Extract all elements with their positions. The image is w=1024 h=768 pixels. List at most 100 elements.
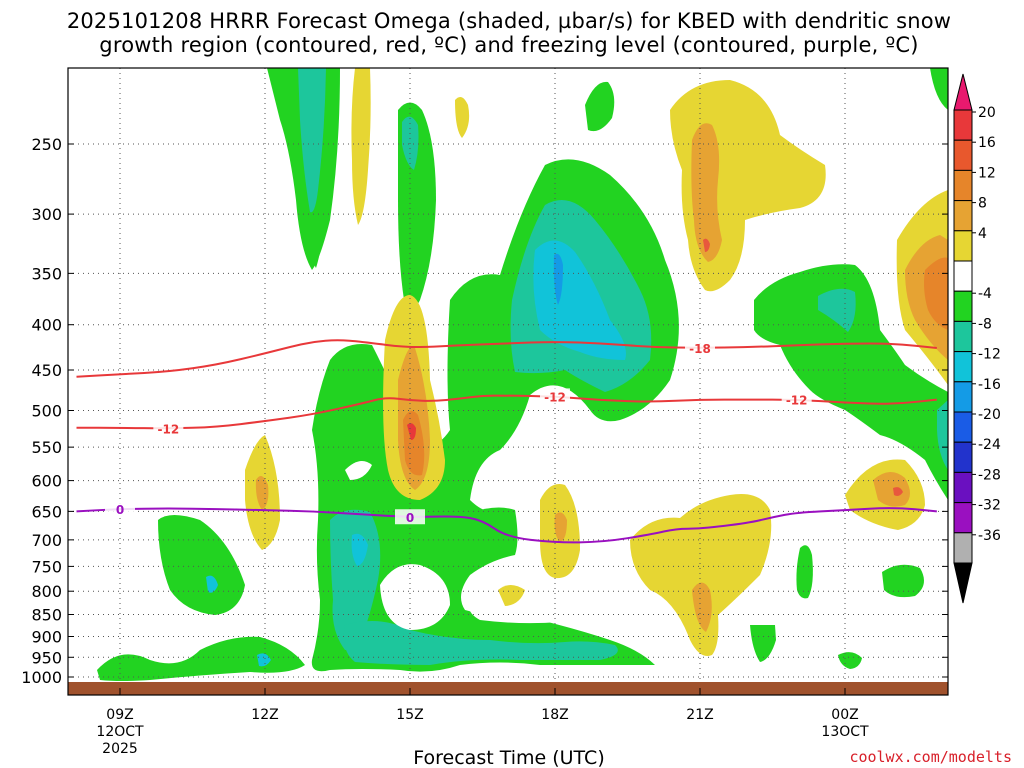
colorbar-label: -16 [978,377,1001,393]
contour-label-bg [781,391,812,407]
omega-orange-region [924,257,948,330]
omega-yellow-region [630,494,772,656]
omega-green-region [838,652,862,669]
contour-line-0 [76,507,937,544]
y-tick-label: 250 [31,135,62,154]
credit-link[interactable]: coolwx.com/modelts [849,748,1012,766]
colorbar-swatch [953,139,973,171]
omega-orange-region [554,512,567,542]
colorbar-label: -28 [978,467,1001,483]
y-tick-label: 650 [31,502,62,521]
colorbar-swatch [953,109,973,141]
omega-clear-region [468,596,570,624]
omega-green-region [585,81,615,132]
y-tick-label: 600 [31,472,62,491]
colorbar-swatch [953,230,973,262]
omega-orange-region [255,476,269,510]
omega-orange-region [692,582,712,632]
x-tick-label: 12Z [251,707,278,723]
omega-orange-region [873,471,910,507]
colorbar-bottom-arrow [953,562,973,604]
x-tick-sublabel: 2025 [102,741,138,757]
colorbar-label: 16 [978,135,996,151]
y-tick-label: 1000 [21,668,62,687]
contour-label: -12 [544,390,566,404]
omega-green-region [750,625,776,662]
y-tick-label: 750 [31,557,62,576]
x-tick-label: 18Z [541,707,568,723]
x-tick-label: 15Z [396,707,423,723]
ground-surface [68,682,948,695]
colorbar-swatch [953,381,973,413]
contour-label: 0 [406,511,414,525]
omega-blue-region [553,253,563,305]
x-tick-label: 21Z [686,707,713,723]
y-tick-label: 950 [31,648,62,667]
x-tick-label: 00Z [831,707,858,723]
contour-label-bg [540,388,570,404]
colorbar-label: 4 [978,226,987,242]
colorbar-swatch [953,471,973,504]
omega-clear-region [345,461,372,480]
colorbar-swatch [953,169,973,202]
omega-cyan-region [257,653,271,667]
colorbar-label: -12 [978,347,1001,363]
omega-green-region [796,545,813,599]
colorbar-label: 20 [978,105,996,121]
colorbar-swatch [953,502,973,534]
colorbar-swatch [953,411,973,443]
colorbar-label: -36 [978,528,1001,544]
colorbar-label: 8 [978,196,987,212]
grid [68,68,948,695]
y-tick-label: 550 [31,438,62,457]
x-tick-label: 09Z [106,707,133,723]
omega-orange-region [691,123,722,262]
y-tick-label: 900 [31,627,62,646]
omega-clear-region [380,564,450,630]
colorbar-swatch [953,200,973,232]
omega-clear-region [407,423,416,440]
colorbar-label: -20 [978,407,1001,423]
colorbar-swatch [953,290,973,322]
y-axis: 250 300 350 400 450 500 550 600 650 700 750 800 850 9… [21,135,948,687]
contour-line--12 [76,394,937,430]
contour-label: -12 [157,423,179,437]
y-tick-label: 850 [31,606,62,625]
y-tick-label: 300 [31,205,62,224]
colorbar-label: -8 [978,316,992,332]
colorbar-swatch [953,441,973,473]
omega-green-region [754,264,948,500]
contour-label: 0 [116,503,124,517]
colorbar-top-arrow [953,73,973,111]
x-tick-sublabel: 13OCT [821,724,869,740]
y-tick-label: 450 [31,361,62,380]
omega-orange-region [703,238,710,252]
omega-green-region [158,515,245,615]
omega-shading [97,68,948,681]
omega-green-region [97,636,305,681]
colorbar-label: 12 [978,165,996,181]
omega-green-region [930,68,948,110]
chart-title-line1: 2025101208 HRRR Forecast Omega (shaded, … [67,9,951,33]
contour-line--18 [76,339,937,378]
x-axis-label: Forecast Time (UTC) [413,747,604,768]
y-tick-label: 400 [31,316,62,335]
omega-cyan-region [351,533,368,566]
colorbar-swatch [953,260,973,292]
omega-teal-region [343,621,618,665]
chart-title-line2: growth region (contoured, red, ºC) and f… [99,33,918,57]
colorbar-label: -4 [978,286,992,302]
plot-frame [67,67,949,696]
omega-teal-region [818,288,856,332]
y-tick-label: 350 [31,264,62,283]
contour-label: -18 [689,342,711,356]
omega-clear-region [893,487,903,496]
colorbar-label: -24 [978,437,1001,453]
contour-label: -12 [786,394,808,408]
colorbar-label: -32 [978,498,1001,514]
x-tick-sublabel: 12OCT [96,724,144,740]
omega-yellow-region [498,585,525,606]
colorbar: 20 16 12 8 4 -4 -8 -12 -16 -20 -24 -28 -32 -36 [953,73,1001,604]
